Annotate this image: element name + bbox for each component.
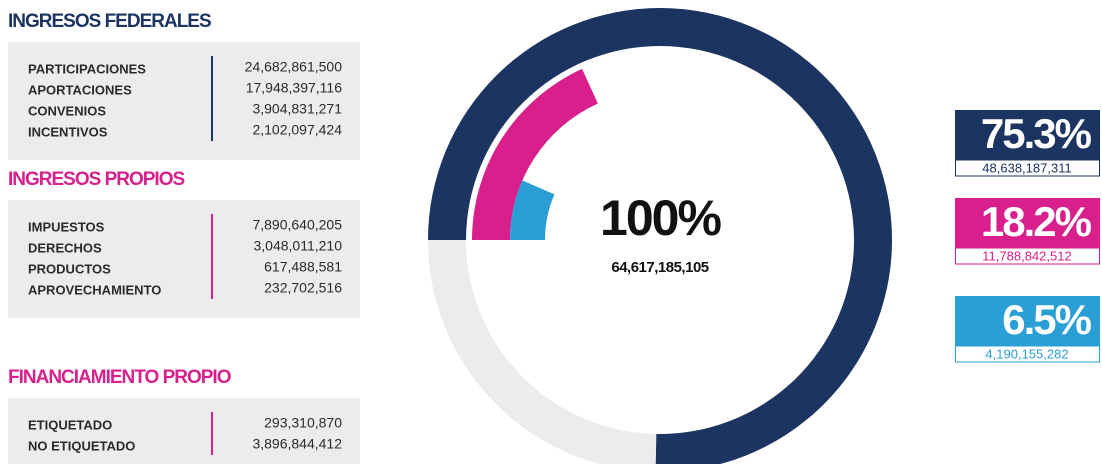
radial-chart: 75.3% 48,638,187,311 18.2% 11,788,842,512 6.… bbox=[428, 8, 1100, 464]
row-label: INCENTIVOS bbox=[28, 124, 108, 139]
row-label: DERECHOS bbox=[28, 240, 102, 255]
percent-box bbox=[955, 296, 1100, 346]
section-box bbox=[8, 42, 360, 160]
section-box bbox=[8, 398, 360, 464]
ring-bar bbox=[472, 68, 598, 240]
row-label: IMPUESTOS bbox=[28, 219, 105, 234]
row-amount: 293,310,870 bbox=[264, 415, 342, 431]
amount-label: 4,190,155,282 bbox=[985, 346, 1068, 361]
percent-label: 6.5% bbox=[1002, 296, 1091, 343]
amount-box bbox=[955, 159, 1100, 177]
row-amount: 232,702,516 bbox=[264, 280, 342, 296]
center-label: 100% bbox=[600, 190, 721, 246]
section-box bbox=[8, 200, 360, 318]
row-label: NO ETIQUETADO bbox=[28, 438, 135, 453]
row-amount: 24,682,861,500 bbox=[245, 59, 343, 75]
amount-label: 48,638,187,311 bbox=[982, 160, 1071, 175]
row-label: PARTICIPACIONES bbox=[28, 61, 146, 76]
row-amount: 3,904,831,271 bbox=[252, 101, 342, 117]
row-label: APROVECHAMIENTO bbox=[28, 282, 161, 297]
percent-box bbox=[955, 198, 1100, 248]
row-amount: 7,890,640,205 bbox=[252, 217, 342, 233]
row-amount: 3,896,844,412 bbox=[252, 436, 342, 452]
amount-label: 11,788,842,512 bbox=[982, 248, 1071, 263]
center-total: 64,617,185,105 bbox=[611, 259, 708, 276]
row-amount: 617,488,581 bbox=[264, 259, 342, 275]
section-title: FINANCIAMIENTO PROPIO bbox=[8, 367, 231, 388]
ring-bar bbox=[510, 180, 555, 240]
row-amount: 17,948,397,116 bbox=[246, 80, 342, 96]
row-label: PRODUCTOS bbox=[28, 261, 111, 276]
amount-box bbox=[955, 345, 1100, 363]
percent-box bbox=[955, 110, 1100, 160]
percent-label: 75.3% bbox=[981, 110, 1092, 157]
row-label: APORTACIONES bbox=[28, 82, 132, 97]
section-title: INGRESOS FEDERALES bbox=[8, 11, 211, 32]
row-amount: 3,048,011,210 bbox=[254, 238, 343, 254]
row-label: CONVENIOS bbox=[28, 103, 106, 118]
percent-label: 18.2% bbox=[981, 198, 1092, 245]
tables: INGRESOS FEDERALES PARTICIPACIONES 24,682,… bbox=[8, 11, 360, 464]
amount-box bbox=[955, 247, 1100, 265]
row-amount: 2,102,097,424 bbox=[252, 122, 342, 138]
row-label: ETIQUETADO bbox=[28, 417, 112, 432]
section-title: INGRESOS PROPIOS bbox=[8, 169, 184, 190]
